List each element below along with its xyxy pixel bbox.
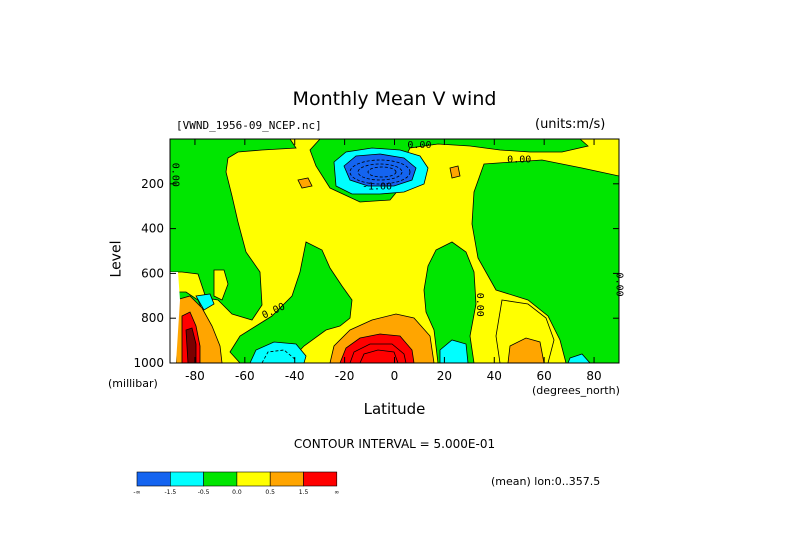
field-cyan-center [439, 339, 469, 363]
legend-label: ∞ [334, 489, 339, 496]
y-axis-unit: (millibar) [108, 377, 158, 390]
contour-negative-sw [261, 349, 297, 364]
legend-swatch [136, 471, 171, 487]
legend-label: -1.5 [164, 489, 176, 496]
x-tick-label: 60 [537, 369, 552, 383]
contour-label: -1.00 [362, 181, 392, 192]
x-axis-ticks: -80 -60 -40 -20 0 20 40 60 80 [185, 139, 602, 383]
contour-negative-2 [357, 163, 403, 181]
missing-data-notch [170, 272, 180, 363]
chart-title: Monthly Mean V wind [292, 88, 497, 110]
y-tick-label: 800 [141, 311, 164, 325]
x-tick-label: -20 [335, 369, 355, 383]
x-axis-label: Latitude [363, 400, 426, 418]
field-orange-east [507, 337, 545, 363]
contour-positive-1 [349, 343, 407, 364]
y-axis-ticks: 200 400 600 800 1000 [133, 177, 619, 370]
legend-swatch [170, 471, 204, 487]
legend-label: -0.5 [198, 489, 210, 496]
color-legend: -∞ -1.5 -0.5 0.0 0.5 1.5 ∞ [133, 471, 339, 496]
dataset-label: [VWND_1956-09_NCEP.nc] [176, 119, 322, 132]
field-orange-small-b [297, 177, 313, 189]
field-green-east [471, 159, 619, 363]
legend-label: 1.5 [299, 489, 309, 496]
x-tick-label: 0 [391, 369, 399, 383]
x-tick-label: -60 [235, 369, 255, 383]
contour-label: 0.00 [407, 140, 431, 151]
contour-label: 0.00 [474, 293, 485, 317]
contour-positive-2 [359, 349, 399, 364]
mean-longitude-text: (mean) lon:0..357.5 [491, 475, 601, 488]
x-tick-label: -40 [285, 369, 305, 383]
y-tick-label: 400 [141, 222, 164, 236]
units-label: (units:m/s) [535, 117, 606, 132]
legend-swatch [203, 471, 238, 487]
legend-swatch [236, 471, 271, 487]
negative-contours [261, 159, 411, 364]
field-cyan-ne [567, 353, 591, 363]
legend-swatch [269, 471, 304, 487]
contour-interval-text: CONTOUR INTERVAL = 5.000E-01 [293, 437, 496, 451]
contour-negative-3 [367, 166, 397, 178]
field-orange-small-a [449, 165, 461, 179]
field-green-center [423, 241, 477, 363]
x-tick-label: 40 [487, 369, 502, 383]
y-tick-label: 200 [141, 177, 164, 191]
field-cyan-sw [249, 341, 307, 363]
field-green-west [170, 139, 297, 321]
field-darkred-left [185, 327, 197, 363]
x-tick-label: -80 [185, 369, 205, 383]
legend-label: -∞ [133, 489, 140, 496]
y-tick-label: 1000 [133, 356, 164, 370]
y-tick-label: 600 [141, 266, 164, 280]
field-cyan-left [195, 293, 215, 311]
x-axis-unit: (degrees_north) [532, 384, 620, 397]
contour-label: 0.00 [169, 163, 180, 187]
legend-label: 0.5 [265, 489, 275, 496]
x-tick-label: 80 [586, 369, 601, 383]
field-yellow-west-hole [213, 269, 229, 301]
contour-negative-1 [349, 159, 411, 185]
legend-label: 0.0 [232, 489, 242, 496]
contour-fill-layer [170, 139, 619, 363]
positive-contours [349, 343, 407, 364]
legend-swatch [303, 471, 338, 487]
x-tick-label: 20 [437, 369, 452, 383]
contour-label: 0.00 [507, 155, 531, 166]
